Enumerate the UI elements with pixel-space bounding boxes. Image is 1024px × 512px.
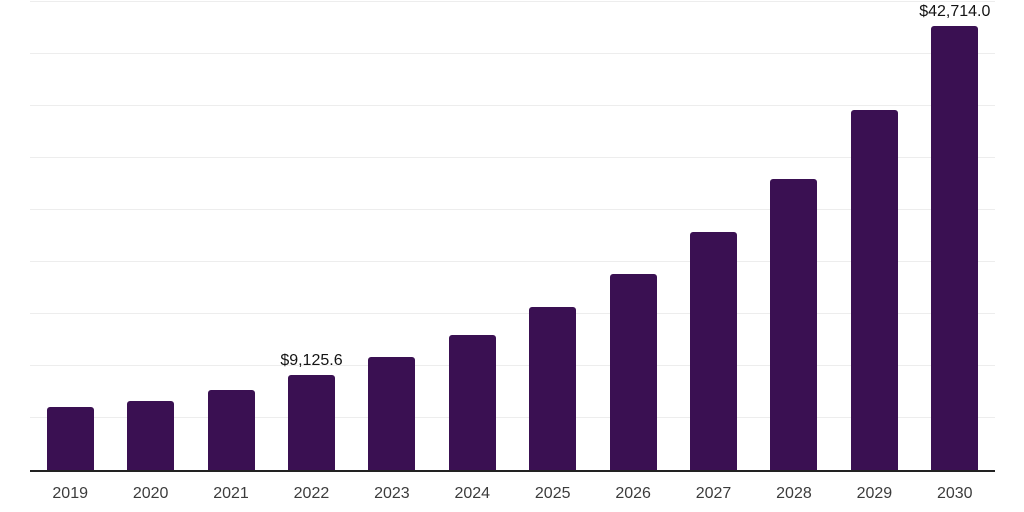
bar-2024	[448, 335, 496, 470]
x-tick-label-2022: 2022	[293, 485, 330, 502]
bar-2027	[690, 232, 738, 470]
x-tick-label-2030: 2030	[936, 485, 973, 502]
bar-2022	[287, 375, 335, 470]
gridline	[30, 105, 995, 106]
plot-area: $9,125.6 $42,714.0	[30, 1, 995, 472]
bar-2029	[850, 110, 898, 470]
x-axis-line	[30, 470, 995, 472]
data-label-2030: $42,714.0	[919, 2, 991, 20]
bar-2026	[609, 274, 657, 470]
x-tick-label-2019: 2019	[52, 485, 88, 502]
bar-2021	[207, 389, 255, 470]
data-label-2022: $9,125.6	[280, 352, 343, 370]
x-tick-label-2024: 2024	[454, 485, 491, 502]
bar-2030	[931, 25, 979, 470]
bar-2020	[127, 401, 175, 470]
gridline	[30, 53, 995, 54]
x-tick-label-2027: 2027	[695, 485, 732, 502]
bar-2019	[46, 406, 94, 470]
x-tick-label-2025: 2025	[534, 485, 571, 502]
x-tick-label-2020: 2020	[132, 485, 169, 502]
x-tick-label-2023: 2023	[374, 485, 410, 502]
x-tick-label-2021: 2021	[213, 485, 249, 502]
x-tick-label-2029: 2029	[856, 485, 893, 502]
x-tick-label-2026: 2026	[615, 485, 651, 502]
gridline	[30, 1, 995, 2]
x-axis-tick-labels: 2019 2020 2021 2022 2023 2024 2025 2026 2027 2028…	[30, 485, 995, 505]
bar-2025	[529, 307, 577, 470]
bar-2023	[368, 357, 416, 470]
x-tick-label-2028: 2028	[776, 485, 812, 502]
bar-2028	[770, 178, 818, 470]
